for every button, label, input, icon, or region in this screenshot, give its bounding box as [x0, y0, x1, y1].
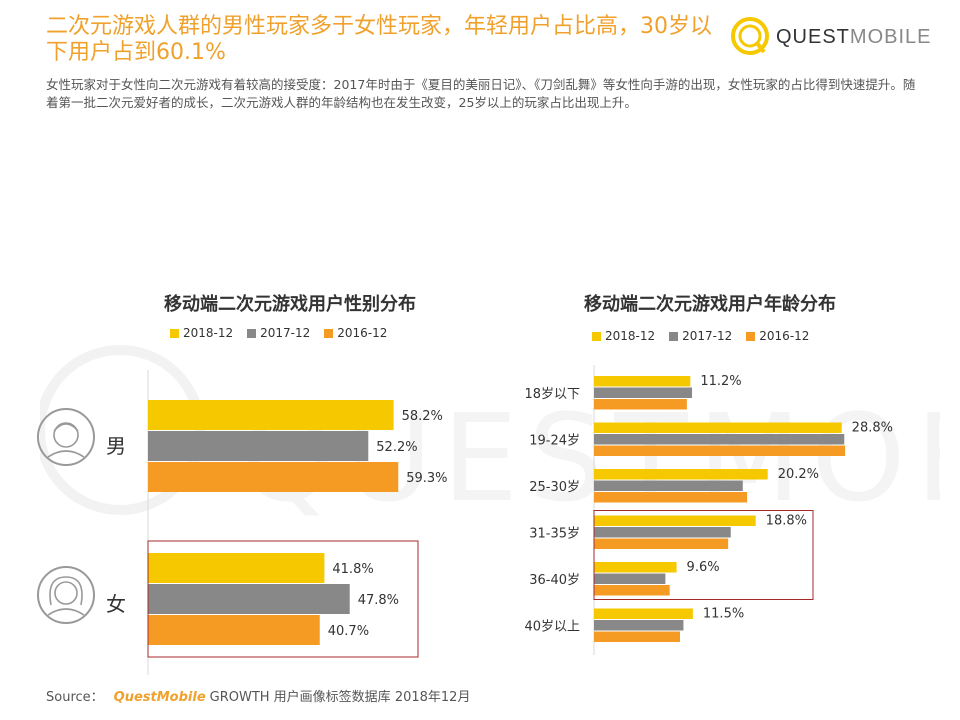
- legend-item-2016: 2016-12: [746, 329, 809, 343]
- data-label-age-1: 28.8%: [852, 421, 893, 436]
- data-label-age-3: 18.8%: [766, 514, 807, 529]
- age-chart: 18岁以下 11.2% 19-24岁 28.8% 25-30岁 20.2% 31-35岁 18…: [524, 365, 893, 655]
- data-label-age-2: 20.2%: [778, 467, 819, 482]
- legend-item-2016: 2016-12: [324, 326, 387, 340]
- legend-swatch-2017: [247, 328, 257, 338]
- gender-legend: 2018-12 2017-12 2016-12: [170, 326, 387, 340]
- logo-brand-light: MOBILE: [849, 26, 932, 48]
- legend-item-2017: 2017-12: [669, 329, 732, 343]
- legend-swatch-2018: [170, 328, 179, 338]
- bar-age-2017-12-0: [594, 387, 693, 398]
- male-avatar-icon: [37, 408, 95, 466]
- page-title: 二次元游戏人群的男性玩家多于女性玩家，年轻用户占比高，30岁以下用户占到60.1…: [46, 14, 712, 65]
- legend-label-2016: 2016-12: [759, 329, 810, 343]
- bar-age-2017-12-2: [594, 480, 743, 491]
- source-brand: QuestMobile: [113, 690, 206, 705]
- source-note: Source： QuestMobile GROWTH 用户画像标签数据库 2018年…: [46, 686, 470, 705]
- legend-item-2017: 2017-12: [247, 326, 310, 340]
- bar-age-2016-12-5: [594, 631, 680, 642]
- questmobile-logo: QUESTMOBILE: [730, 12, 930, 62]
- bar-age-2017-12-1: [594, 434, 845, 445]
- gender-chart: 男 女 58.2% 52.2% 59.3% 41.8% 47.8% 40.7%: [37, 370, 448, 675]
- legend-label-2016: 2016-12: [337, 326, 388, 340]
- category-label-0: 18岁以下: [524, 387, 580, 402]
- highlight-box-age: [593, 510, 814, 600]
- bar-age-2017-12-4: [594, 573, 666, 584]
- category-label-female: 女: [106, 592, 126, 616]
- bar-age-2018-12-3: [594, 515, 756, 526]
- highlight-box-female: [147, 540, 419, 658]
- category-label-3: 31-35岁: [529, 526, 580, 541]
- data-label-gender-2018-12-1: 41.8%: [332, 562, 373, 577]
- questmobile-logo-icon: [731, 17, 769, 55]
- data-label-gender-2017-12-1: 47.8%: [358, 593, 399, 608]
- data-label-age-4: 9.6%: [687, 560, 720, 575]
- bar-age-2016-12-1: [594, 445, 846, 456]
- bar-age-2018-12-1: [594, 422, 842, 433]
- category-label-2: 25-30岁: [529, 480, 580, 495]
- logo-text: QUESTMOBILE: [776, 26, 931, 49]
- bar-age-2016-12-0: [594, 399, 687, 410]
- bar-age-2017-12-3: [594, 527, 731, 538]
- female-avatar-icon: [37, 566, 95, 624]
- data-label-gender-2017-12-0: 52.2%: [376, 440, 417, 455]
- category-label-1: 19-24岁: [529, 433, 580, 448]
- legend-swatch-2018: [592, 331, 601, 341]
- category-label-4: 36-40岁: [529, 573, 580, 588]
- age-legend: 2018-12 2017-12 2016-12: [592, 329, 809, 343]
- legend-swatch-2016: [324, 328, 334, 338]
- legend-label-2018: 2018-12: [183, 326, 234, 340]
- page-subtitle: 女性玩家对于女性向二次元游戏有着较高的接受度：2017年时由于《夏目的美丽日记》…: [46, 77, 916, 110]
- legend-label-2017: 2017-12: [682, 329, 733, 343]
- bar-age-2016-12-2: [594, 492, 748, 503]
- data-label-gender-2016-12-1: 40.7%: [328, 624, 369, 639]
- data-label-age-0: 11.2%: [700, 374, 741, 389]
- age-chart-title: 移动端二次元游戏用户年龄分布: [584, 294, 836, 315]
- bar-gender-2018-12-0: [148, 400, 394, 430]
- bar-gender-2017-12-0: [148, 431, 369, 461]
- bar-gender-2018-12-1: [148, 553, 325, 583]
- bar-gender-2016-12-1: [148, 615, 320, 645]
- bar-age-2016-12-3: [594, 538, 729, 549]
- legend-item-2018: 2018-12: [592, 329, 655, 343]
- logo-brand-bold: QUEST: [776, 26, 850, 48]
- legend-label-2018: 2018-12: [605, 329, 656, 343]
- legend-swatch-2017: [669, 331, 679, 341]
- bar-gender-2017-12-1: [148, 584, 350, 614]
- bar-age-2018-12-5: [594, 608, 693, 619]
- bar-age-2017-12-5: [594, 620, 684, 631]
- bar-gender-2016-12-0: [148, 462, 399, 492]
- category-label-male: 男: [106, 434, 126, 458]
- data-label-gender-2016-12-0: 59.3%: [406, 471, 447, 486]
- legend-label-2017: 2017-12: [260, 326, 311, 340]
- legend-item-2018: 2018-12: [170, 326, 233, 340]
- bar-age-2016-12-4: [594, 585, 670, 596]
- legend-swatch-2016: [746, 331, 756, 341]
- data-label-age-5: 11.5%: [703, 607, 744, 622]
- bar-age-2018-12-4: [594, 562, 677, 573]
- gender-chart-title: 移动端二次元游戏用户性别分布: [164, 294, 416, 315]
- source-text: GROWTH 用户画像标签数据库 2018年12月: [209, 690, 471, 705]
- category-label-5: 40岁以上: [524, 619, 580, 634]
- bar-age-2018-12-0: [594, 376, 691, 387]
- bar-age-2018-12-2: [594, 469, 768, 480]
- data-label-gender-2018-12-0: 58.2%: [402, 409, 443, 424]
- source-label: Source：: [46, 690, 104, 705]
